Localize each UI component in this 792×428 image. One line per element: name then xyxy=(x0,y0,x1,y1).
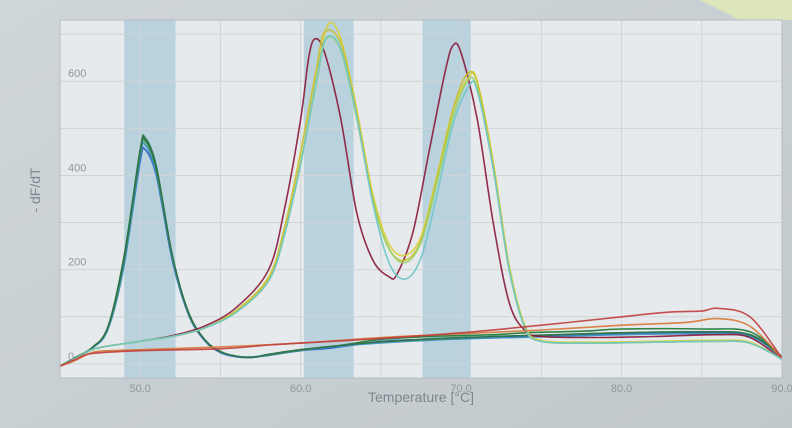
shaded-band-3 xyxy=(422,20,471,378)
x-tick-label: 80.0 xyxy=(611,383,632,395)
x-tick-label: 50.0 xyxy=(130,383,151,395)
series-group xyxy=(60,21,782,367)
x-tick-labels: 50.0 60.0 70.0 80.0 90.0 xyxy=(130,383,792,395)
y-tick-labels: 0 200 400 600 xyxy=(68,68,86,363)
plot-frame xyxy=(59,19,783,379)
series-line-11 xyxy=(60,317,782,367)
y-tick-label: 200 xyxy=(68,257,86,269)
melt-curve-chart: 50.0 60.0 70.0 80.0 90.0 0 200 400 600 Temperat… xyxy=(27,19,792,405)
corner-glare xyxy=(700,0,792,20)
x-tick-label: 60.0 xyxy=(290,383,311,395)
x-axis-title: Temperature [°C] xyxy=(368,389,474,405)
x-tick-label: 90.0 xyxy=(771,383,792,395)
shaded-band-2 xyxy=(303,20,354,378)
shaded-band-1 xyxy=(124,20,176,378)
y-tick-label: 600 xyxy=(68,68,86,80)
series-line-5 xyxy=(60,135,782,367)
x-tick-label: 70.0 xyxy=(450,383,471,395)
series-line-10 xyxy=(60,34,782,367)
y-tick-label: 0 xyxy=(68,351,74,363)
y-axis-title: - dF/dT xyxy=(27,167,43,213)
y-tick-label: 400 xyxy=(68,162,86,174)
plot-area xyxy=(60,20,782,378)
series-line-12 xyxy=(60,307,782,367)
